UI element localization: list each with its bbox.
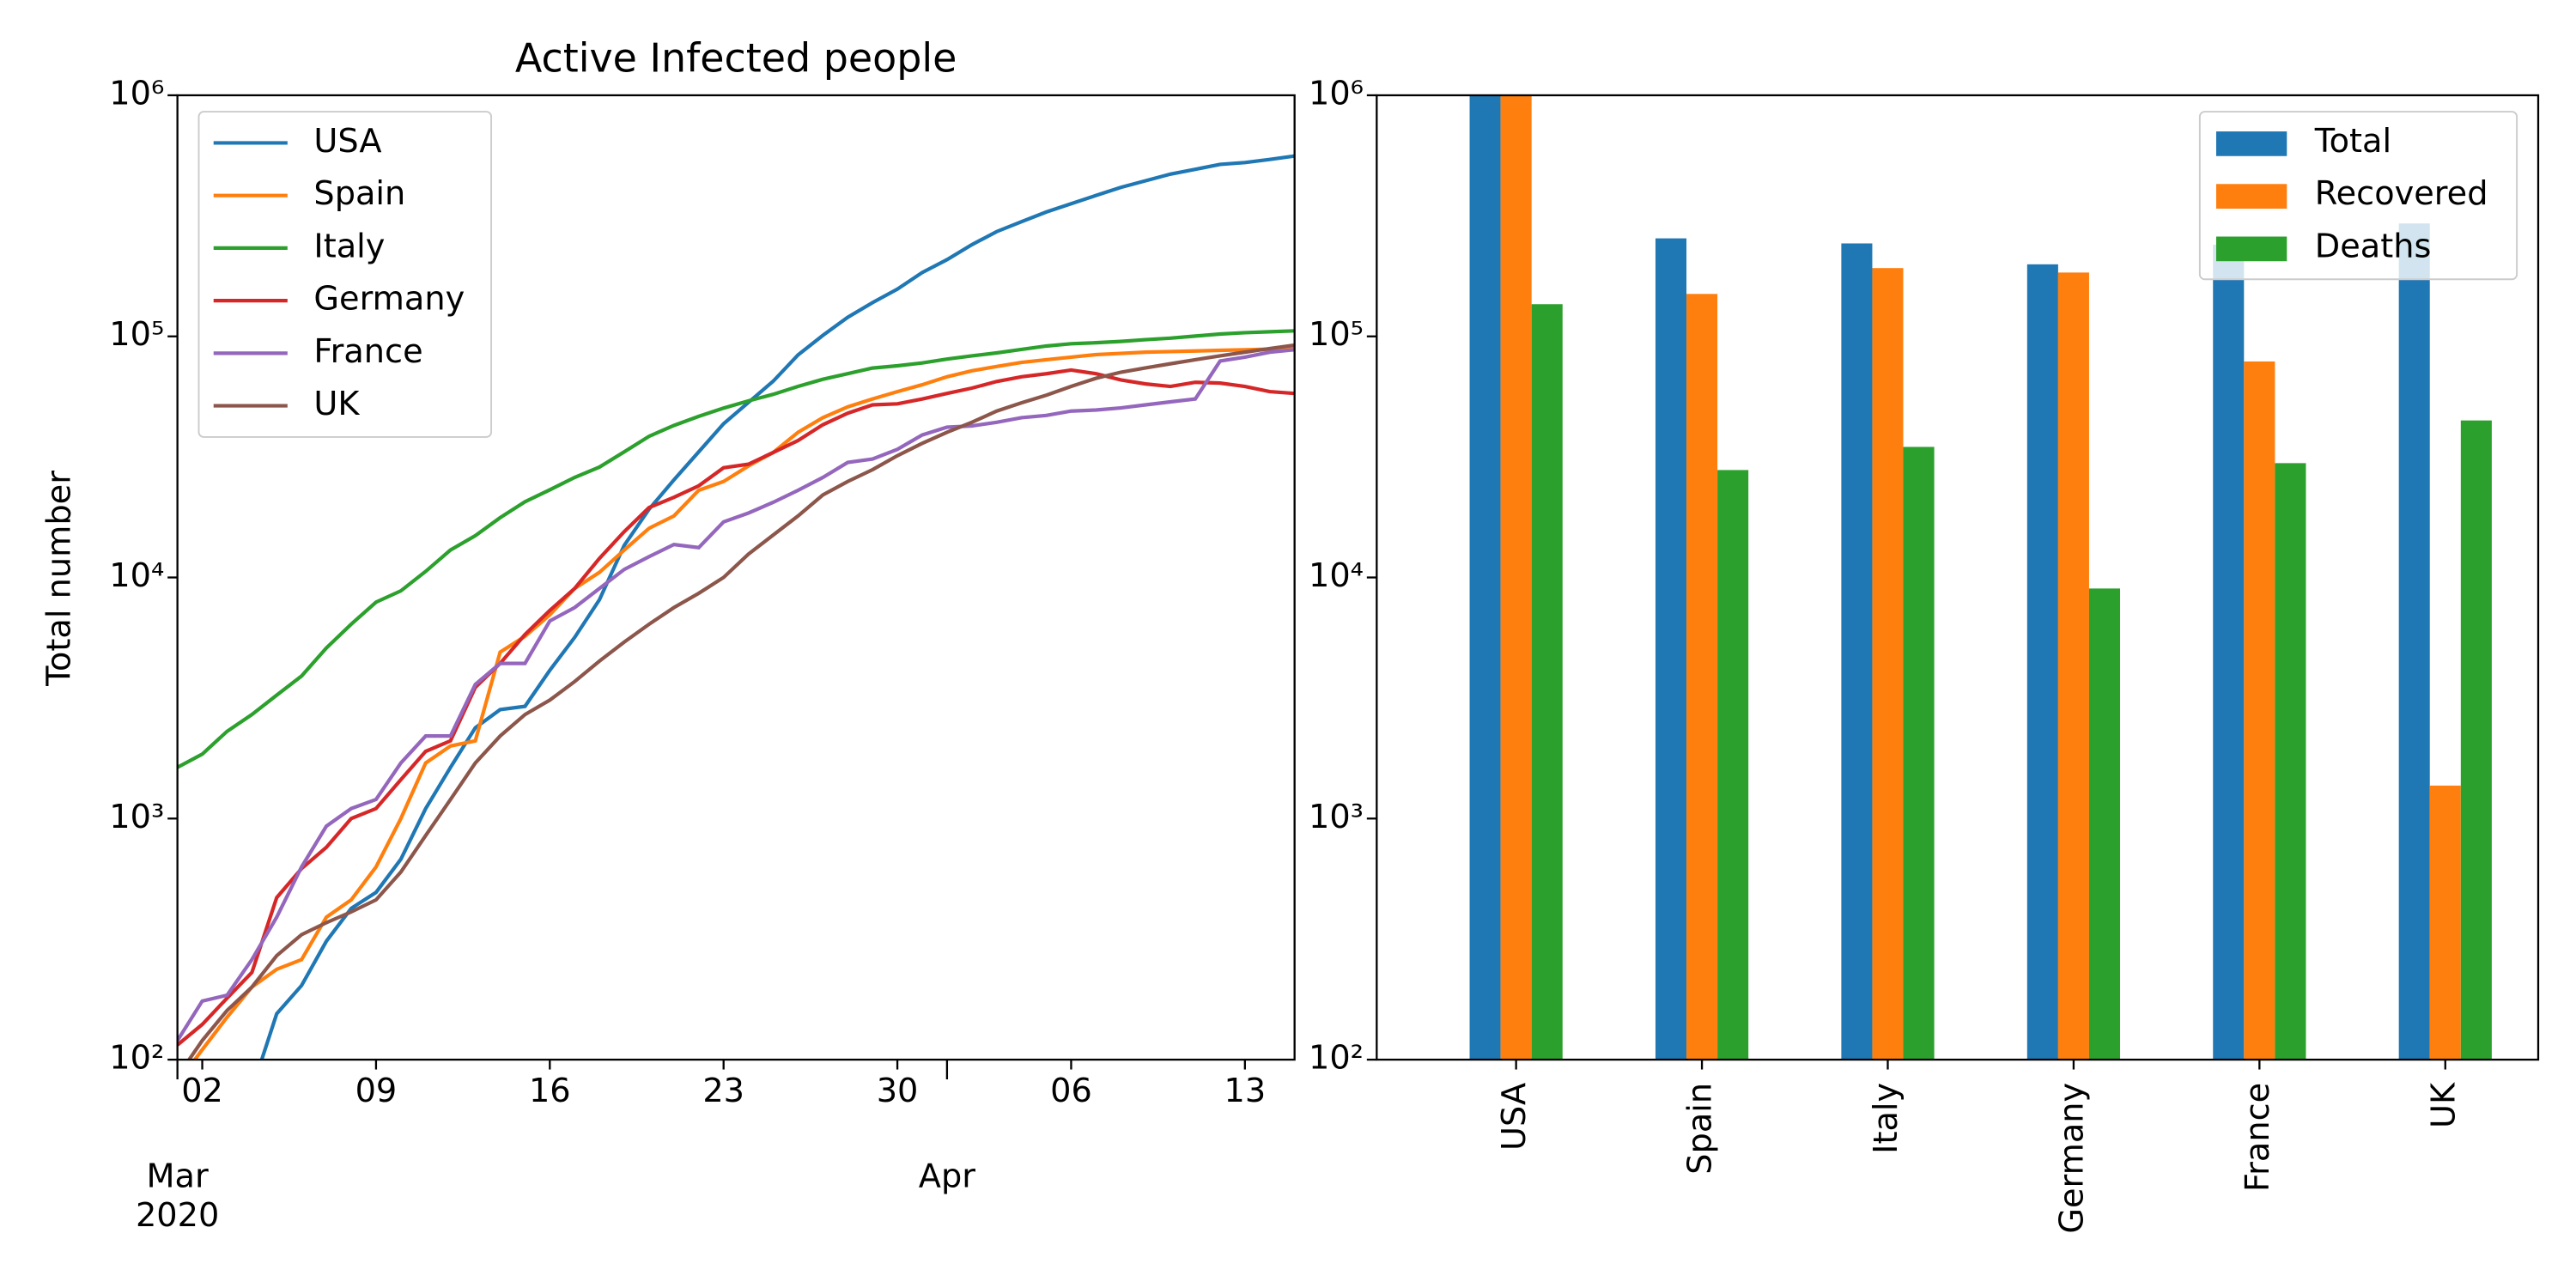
plot-area: [177, 154, 1295, 1060]
bar: [2429, 785, 2461, 1060]
plot-area: [1469, 94, 2492, 1060]
y-tick-label: 10⁶: [109, 74, 164, 112]
bar: [1872, 268, 1904, 1060]
x-tick-label: France: [2239, 1083, 2277, 1192]
chart-title: Active Infected people: [515, 34, 957, 81]
line-series: [186, 343, 1295, 1060]
bar: [2213, 244, 2245, 1060]
legend-label: Deaths: [2315, 227, 2432, 265]
bar: [2088, 588, 2121, 1060]
line-series: [259, 154, 1295, 1060]
legend-label: Recovered: [2315, 174, 2488, 213]
legend-label: Italy: [313, 227, 385, 265]
bar: [2026, 264, 2058, 1060]
bar: [1717, 470, 1749, 1060]
y-tick-label: 10⁵: [109, 315, 164, 354]
month-label: Mar: [147, 1157, 209, 1195]
bar: [1903, 447, 1935, 1060]
legend-box: [197, 111, 493, 438]
x-tick-label: 23: [702, 1072, 744, 1110]
month-label: Apr: [919, 1157, 975, 1195]
year-label: 2020: [136, 1196, 219, 1235]
x-tick-label: 30: [877, 1072, 919, 1110]
y-tick-label: 10³: [109, 798, 164, 836]
y-tick-label: 10⁶: [1309, 74, 1364, 112]
bar: [2275, 463, 2306, 1060]
x-tick-label: USA: [1495, 1083, 1534, 1151]
x-tick-label: Spain: [1681, 1083, 1720, 1175]
bar: [1686, 294, 1718, 1060]
y-axis-label: Total number: [39, 471, 78, 687]
bar: [1841, 243, 1873, 1060]
bar: [2057, 272, 2089, 1060]
bar: [2398, 223, 2430, 1060]
legend-label: UK: [313, 385, 360, 423]
x-tick-label: 02: [181, 1072, 223, 1110]
x-tick-label: 13: [1224, 1072, 1266, 1110]
line-series: [177, 329, 1295, 769]
legend-label: USA: [313, 122, 381, 161]
y-tick-label: 10⁵: [1309, 315, 1364, 354]
axes-frame: [176, 94, 1296, 1061]
y-tick-label: 10⁴: [109, 556, 164, 595]
bar: [1500, 94, 1532, 1060]
x-tick-label: 06: [1050, 1072, 1092, 1110]
y-tick-label: 10²: [109, 1039, 164, 1078]
legend-label: Total: [2314, 122, 2391, 161]
legend-label: France: [313, 332, 422, 371]
bar: [1469, 94, 1501, 1060]
y-tick-label: 10³: [1309, 798, 1364, 836]
axes-frame: [1376, 94, 2540, 1061]
bar: [2244, 361, 2275, 1060]
line-series: [192, 346, 1295, 1060]
legend-swatch: [2215, 184, 2287, 209]
x-tick-label: UK: [2424, 1082, 2463, 1128]
bar: [1531, 304, 1563, 1060]
x-tick-label: 09: [355, 1072, 398, 1110]
x-tick-label: 16: [529, 1072, 571, 1110]
y-tick-label: 10⁴: [1309, 556, 1364, 595]
legend-label: Spain: [313, 174, 405, 213]
legend-swatch: [2215, 131, 2287, 156]
line-series: [177, 348, 1295, 1042]
legend-swatch: [2215, 236, 2287, 262]
x-tick-label: Germany: [2052, 1083, 2091, 1234]
bar: [2460, 420, 2492, 1060]
x-tick-label: Italy: [1867, 1083, 1905, 1154]
bar: [1655, 238, 1687, 1060]
y-tick-label: 10²: [1309, 1039, 1364, 1078]
legend-label: Germany: [313, 280, 465, 319]
